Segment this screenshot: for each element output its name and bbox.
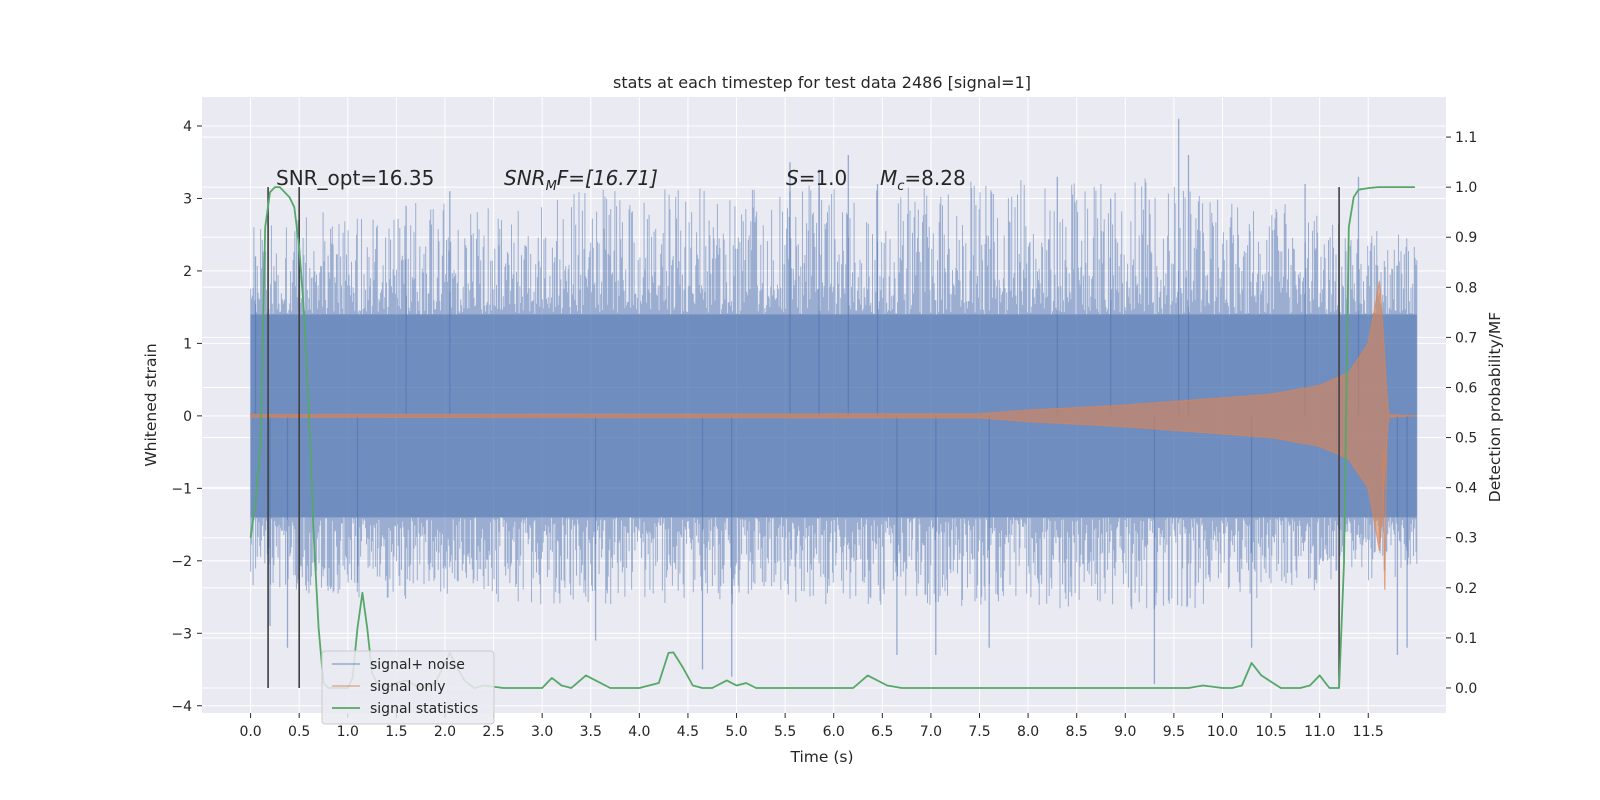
y-right-tick-label: 0.9 [1455,230,1477,246]
legend-label-stats: signal statistics [370,701,478,717]
x-tick-label: 8.0 [1017,724,1039,740]
x-tick-label: 10.5 [1255,724,1286,740]
y-right-tick-label: 0.1 [1455,631,1477,647]
x-tick-label: 7.5 [968,724,990,740]
y-tick-label: −2 [171,554,192,570]
y-tick-label: −1 [171,481,192,497]
x-tick-label: 1.0 [337,724,359,740]
x-tick-label: 4.5 [677,724,699,740]
y-right-tick-label: 0.3 [1455,531,1477,547]
x-tick-label: 6.0 [823,724,845,740]
annotations: SNR_opt=16.35 SNRMF=[16.71] S=1.0 Mc=8.2… [276,166,966,194]
annotation-snr-opt: SNR_opt=16.35 [276,166,434,190]
y-axis-label: Whitened strain [142,343,160,466]
x-tick-label: 5.5 [774,724,796,740]
x-tick-label: 7.0 [920,724,942,740]
y-right-tick-label: 0.5 [1455,431,1477,447]
marker-lines [267,187,1340,688]
signal-chirp [250,280,1417,552]
annotation-mc: Mc=8.28 [880,166,966,194]
annotation-snr-mf: SNRMF=[16.71] [504,166,658,194]
x-tick-label: 9.5 [1163,724,1185,740]
legend: signal+ noise signal only signal statist… [321,650,495,725]
y-tick-label: −3 [171,626,192,642]
y-axis-right-label: Detection probability/MF [1486,312,1504,503]
y-right-tick-label: 1.1 [1455,130,1477,146]
y-right-tick-label: 0.7 [1455,330,1477,346]
y-tick-label: 2 [183,264,192,280]
y-right-tick-label: 1.0 [1455,180,1477,196]
x-tick-label: 2.5 [482,724,504,740]
y-right-tick-label: 0.8 [1455,280,1477,296]
x-tick-label: 6.5 [871,724,893,740]
y-right-tick-label: 0.6 [1455,380,1477,396]
chart-title: stats at each timestep for test data 248… [613,73,1031,92]
y-right-tick-label: 0.2 [1455,581,1477,597]
y-axis-left: −4 −3 −2 −1 0 1 2 3 4 [171,119,202,715]
x-tick-label: 9.0 [1114,724,1136,740]
x-tick-label: 0.0 [239,724,261,740]
x-tick-label: 11.5 [1353,724,1384,740]
signal-chirp-tail [1382,437,1388,590]
noise-spikes [254,118,1408,684]
legend-box [321,650,495,725]
y-tick-label: 0 [183,409,192,425]
x-tick-label: 3.5 [580,724,602,740]
x-tick-label: 0.5 [288,724,310,740]
x-tick-label: 11.0 [1304,724,1335,740]
y-tick-label: 1 [183,336,192,352]
x-tick-label: 2.0 [434,724,456,740]
annotation-s: S=1.0 [786,166,847,190]
y-right-tick-label: 0.4 [1455,481,1477,497]
y-tick-label: 4 [183,119,192,135]
y-tick-label: −4 [171,699,192,715]
y-tick-label: 3 [183,191,192,207]
legend-label-noise: signal+ noise [370,657,465,673]
legend-label-signal: signal only [370,679,445,695]
x-tick-label: 10.0 [1207,724,1238,740]
x-tick-label: 1.5 [385,724,407,740]
y-axis-right: 0.0 0.1 0.2 0.3 0.4 0.5 0.6 0.7 0.8 0.9 1.0 1.1 [1446,130,1477,697]
x-tick-label: 8.5 [1066,724,1088,740]
series-signal-only [250,280,1417,590]
x-axis: 0.0 0.5 1.0 1.5 2.0 2.5 3.0 3.5 4.0 4.5 5.0 5.5 6.0 6… [239,713,1384,740]
x-tick-label: 5.0 [725,724,747,740]
y-right-tick-label: 0.0 [1455,681,1477,697]
x-tick-label: 4.0 [628,724,650,740]
x-tick-label: 3.0 [531,724,553,740]
x-axis-label: Time (s) [789,748,853,766]
